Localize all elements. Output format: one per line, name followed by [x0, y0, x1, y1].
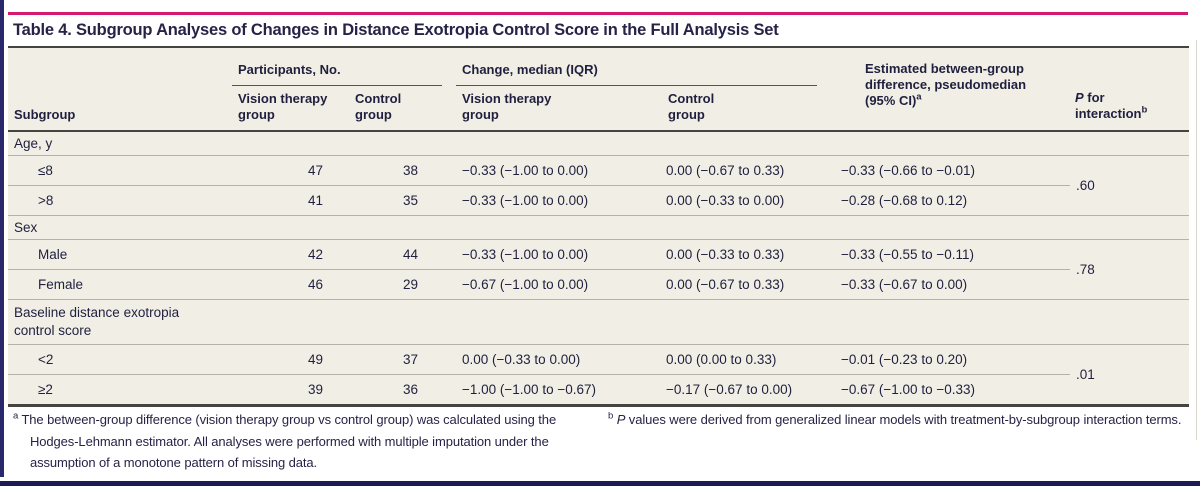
footnote-a-marker: a	[13, 410, 19, 422]
header-participants-vision-therapy: Vision therapy group	[238, 91, 328, 122]
section-label: Age, y	[8, 132, 1189, 156]
between-group-difference: −0.67 (−1.00 to −0.33)	[841, 382, 975, 397]
control-change: 0.00 (−0.67 to 0.33)	[662, 156, 837, 186]
header-p-interaction: P for interactionb	[1075, 90, 1148, 121]
control-change: −0.17 (−0.67 to 0.00)	[666, 382, 793, 397]
control-participants: 35	[403, 193, 419, 208]
row-label: ≥2	[38, 382, 53, 397]
p-for-interaction: .60	[1076, 178, 1095, 193]
control-change: 0.00 (−0.33 to 0.00)	[666, 193, 785, 208]
vt-change: −0.67 (−1.00 to 0.00)	[462, 277, 589, 292]
footnote-marker-a: a	[916, 91, 922, 103]
control-participants: 29	[403, 277, 419, 292]
header-participants-spanner: Participants, No.	[232, 48, 442, 86]
vt-change: −0.33 (−1.00 to 0.00)	[462, 193, 589, 208]
row-label: Male	[8, 240, 232, 270]
control-participants: 44	[349, 240, 456, 270]
footnote-marker-b: b	[1141, 104, 1148, 116]
header-change-spanner: Change, median (IQR)	[456, 48, 817, 86]
between-group-difference: −0.33 (−0.66 to −0.01)	[837, 156, 1070, 186]
control-change: 0.00 (0.00 to 0.33)	[662, 345, 837, 375]
row-label: Female	[38, 277, 84, 292]
p-for-interaction: .78	[1076, 262, 1095, 277]
control-participants: 37	[349, 345, 456, 375]
between-group-difference: −0.33 (−0.55 to −0.11)	[837, 240, 1070, 270]
row-label: >8	[38, 193, 54, 208]
vt-participants: 46	[308, 277, 324, 292]
vt-change: −0.33 (−1.00 to 0.00)	[456, 240, 662, 270]
between-group-difference: −0.28 (−0.68 to 0.12)	[841, 193, 968, 208]
vt-participants: 47	[232, 156, 349, 186]
vt-change: −1.00 (−1.00 to −0.67)	[462, 382, 596, 397]
table-section-sex: Sex Male 42 44 −0.33 (−1.00 to 0.00) 0.0…	[8, 216, 1189, 300]
vt-change: 0.00 (−0.33 to 0.00)	[456, 345, 662, 375]
between-group-difference: −0.33 (−0.67 to 0.00)	[841, 277, 968, 292]
p-for-interaction: .01	[1076, 367, 1095, 382]
footnote-a: a The between-group difference (vision t…	[13, 410, 557, 470]
page-edge-bottom	[0, 481, 1200, 486]
footnote-b: b P values were derived from generalized…	[608, 410, 1182, 427]
vt-participants: 42	[232, 240, 349, 270]
header-subgroup: Subgroup	[14, 107, 76, 122]
header-participants-control: Control group	[355, 91, 402, 122]
table-title: Table 4. Subgroup Analyses of Changes in…	[13, 21, 779, 39]
section-label: Sex	[8, 216, 1189, 240]
control-participants: 38	[349, 156, 456, 186]
vt-participants: 39	[308, 382, 324, 397]
page-edge-right	[1196, 40, 1197, 440]
vt-change: −0.33 (−1.00 to 0.00)	[456, 156, 662, 186]
control-change: 0.00 (−0.33 to 0.33)	[662, 240, 837, 270]
row-label: ≤8	[8, 156, 232, 186]
page-edge-left	[0, 0, 4, 477]
subgroup-table: Subgroup Participants, No. Change, media…	[8, 46, 1189, 407]
section-label: Baseline distance exotropia control scor…	[8, 300, 1189, 345]
header-difference: Estimated between-group difference, pseu…	[865, 61, 1027, 108]
between-group-difference: −0.01 (−0.23 to 0.20)	[837, 345, 1070, 375]
row-label: <2	[8, 345, 232, 375]
control-participants: 36	[403, 382, 419, 397]
table-section-age: Age, y ≤8 47 38 −0.33 (−1.00 to 0.00) 0.…	[8, 132, 1189, 216]
control-change: 0.00 (−0.67 to 0.33)	[666, 277, 785, 292]
vt-participants: 41	[308, 193, 324, 208]
table-section-baseline-score: Baseline distance exotropia control scor…	[8, 300, 1189, 404]
vt-participants: 49	[232, 345, 349, 375]
table-header: Subgroup Participants, No. Change, media…	[8, 48, 1189, 132]
header-change-control: Control group	[668, 91, 715, 122]
header-change-vision-therapy: Vision therapy group	[462, 91, 552, 122]
footnote-b-marker: b	[608, 410, 614, 422]
accent-rule	[8, 12, 1188, 15]
